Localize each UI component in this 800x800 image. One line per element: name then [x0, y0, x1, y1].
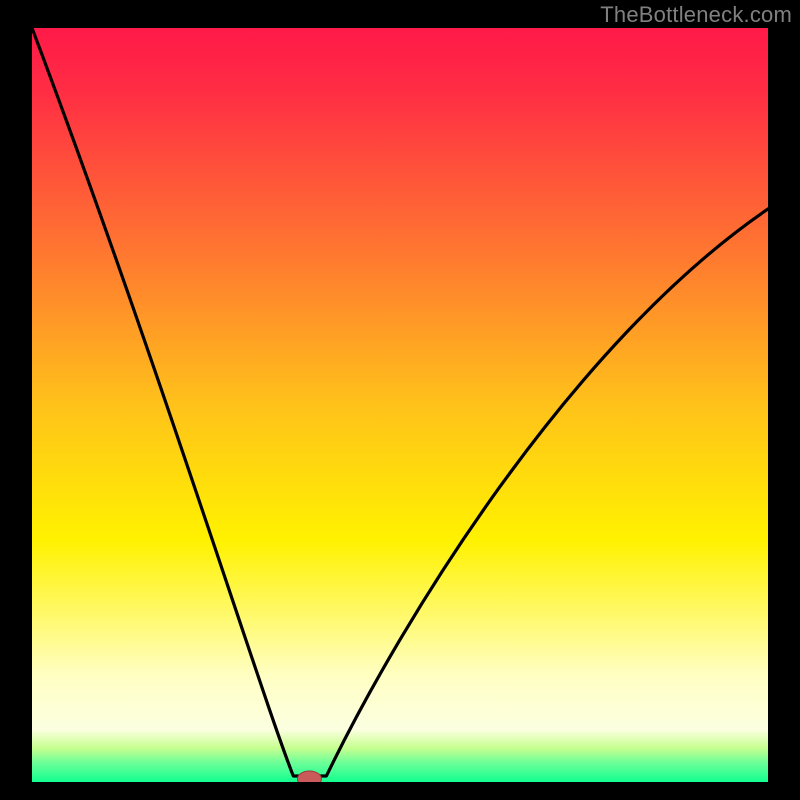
gradient-background [32, 28, 768, 782]
plot-border [0, 782, 800, 800]
chart-container: TheBottleneck.com [0, 0, 800, 800]
watermark-text: TheBottleneck.com [600, 2, 792, 28]
bottleneck-chart [0, 0, 800, 800]
plot-border [768, 0, 800, 800]
plot-border [0, 0, 32, 800]
